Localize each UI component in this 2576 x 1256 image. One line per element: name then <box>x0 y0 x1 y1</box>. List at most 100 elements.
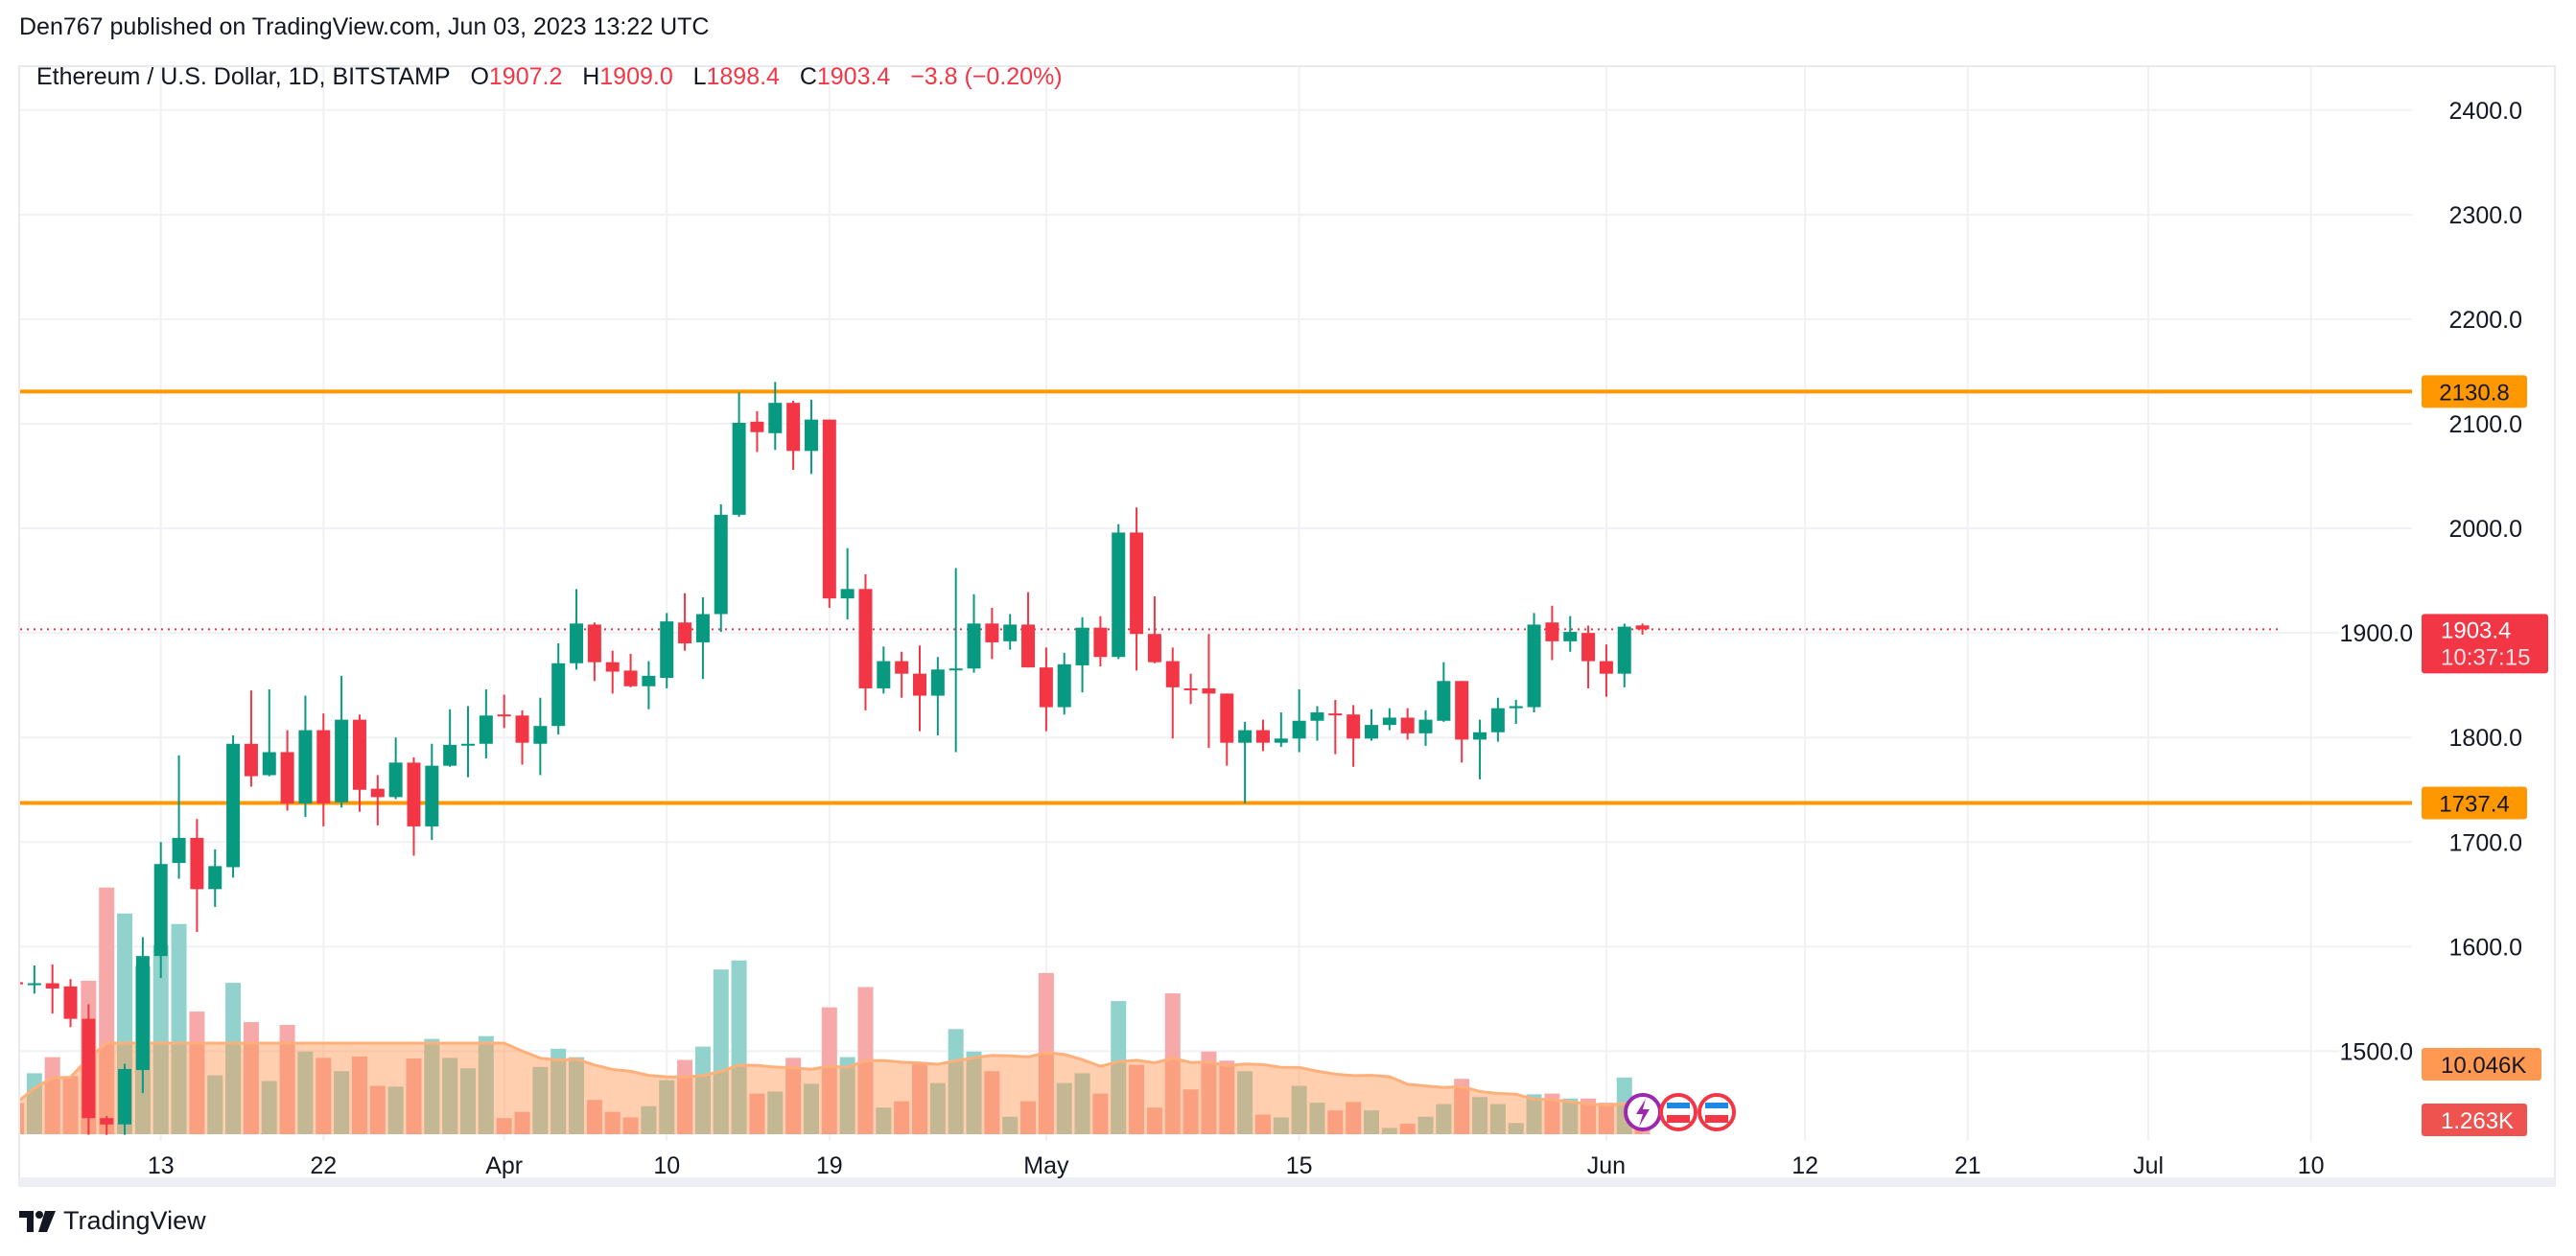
candle <box>1400 708 1415 740</box>
candle-body <box>623 670 638 686</box>
volume-bar <box>1020 1101 1037 1134</box>
symbol-legend[interactable]: Ethereum / U.S. Dollar, 1D, BITSTAMP O 19… <box>36 63 1063 91</box>
candle-body <box>660 621 674 679</box>
candle-body <box>1238 730 1253 743</box>
candle <box>45 964 59 1014</box>
candle <box>20 982 23 985</box>
candle-body <box>388 762 403 798</box>
us-flag-icon[interactable] <box>1698 1093 1736 1131</box>
candle-body <box>840 589 855 599</box>
candle <box>1365 709 1378 741</box>
candle <box>840 547 855 619</box>
level-badge-1737-text: 1737.4 <box>2439 791 2509 817</box>
candle <box>695 597 710 680</box>
volume-bar <box>152 944 169 1134</box>
volume-bar <box>1417 1116 1434 1134</box>
price-axis[interactable]: 1500.0 1600.0 1700.0 1800.0 1900.0 2000.0 2100… <box>2337 98 2522 1069</box>
candle <box>280 730 294 811</box>
candle <box>135 937 150 1094</box>
volume-bar <box>839 1057 855 1134</box>
candle-body <box>533 726 548 744</box>
volume-bar <box>20 1103 24 1134</box>
candle <box>1509 699 1523 725</box>
last-price-text: 1903.4 <box>2441 617 2511 643</box>
candle <box>1599 644 1613 697</box>
candle <box>877 646 891 694</box>
candle-body <box>1183 687 1198 690</box>
candle-body <box>551 663 566 727</box>
symbol-name[interactable]: Ethereum / U.S. Dollar, 1D, BITSTAMP <box>36 63 451 90</box>
time-tick-label: 21 <box>1955 1152 1981 1179</box>
volume-bar <box>876 1107 892 1134</box>
candle-body <box>208 866 222 890</box>
candle <box>100 1116 114 1135</box>
time-axis[interactable]: 13 22 Apr 10 19 May 15 Jun 12 21 Jul 10 <box>148 1152 2325 1179</box>
candle <box>1021 592 1036 668</box>
candle-body <box>985 623 999 642</box>
candle-body <box>1437 681 1451 721</box>
candle <box>895 651 909 698</box>
candle-body <box>695 614 710 642</box>
candle <box>1617 623 1631 687</box>
candle <box>1039 647 1053 732</box>
candle <box>479 689 493 759</box>
candle <box>226 735 241 878</box>
high-label: H <box>582 63 600 90</box>
candle-body <box>1473 732 1487 740</box>
price-tick-label: 2000.0 <box>2449 516 2522 543</box>
volume-bar <box>1254 1114 1271 1134</box>
candle <box>1473 719 1487 779</box>
candle-body <box>1202 687 1216 694</box>
volume-bar <box>1327 1110 1344 1134</box>
candle-body <box>27 983 41 986</box>
volume-bar <box>1002 1116 1019 1134</box>
candle <box>298 695 313 818</box>
candle-body <box>1112 532 1126 658</box>
volume-bar <box>297 1051 314 1134</box>
price-tick-label: 2400.0 <box>2449 98 2522 125</box>
volume-bar <box>1381 1128 1397 1134</box>
price-tick-label: 1600.0 <box>2449 934 2522 961</box>
axis-badges: 2130.8 1737.4 1903.4 10:37:15 10.046K 1.… <box>2422 375 2548 1136</box>
footer: TradingView <box>19 1206 206 1236</box>
candle <box>118 1063 132 1135</box>
candle <box>335 675 349 808</box>
us-flag-icon[interactable] <box>1659 1093 1698 1131</box>
candle <box>913 645 926 732</box>
high-value: 1909.0 <box>599 63 673 90</box>
candle-body <box>443 744 457 766</box>
time-tick-label: May <box>1023 1152 1069 1179</box>
volume-bar <box>351 1056 367 1134</box>
candle <box>1328 699 1343 755</box>
candle-body <box>1021 624 1036 668</box>
candle <box>822 419 836 608</box>
candle <box>804 399 818 475</box>
time-tick-label: Jul <box>2133 1152 2164 1179</box>
candle-body <box>1147 634 1161 663</box>
lightning-icon[interactable] <box>1624 1093 1662 1131</box>
candle-body <box>45 983 59 989</box>
time-tick-label: Jun <box>1587 1152 1626 1179</box>
open-label: O <box>470 63 489 90</box>
candle <box>407 756 421 856</box>
candle <box>82 1004 96 1135</box>
volume-bar <box>912 1062 927 1134</box>
event-markers[interactable] <box>1624 1093 1736 1131</box>
candle-body <box>461 743 475 746</box>
candle <box>1165 647 1180 739</box>
candle <box>1437 662 1451 722</box>
close-label: C <box>799 63 817 90</box>
candle-body <box>407 762 421 826</box>
candle <box>660 613 674 688</box>
horizontal-levels[interactable] <box>20 389 2412 805</box>
candle <box>570 589 584 670</box>
chart-pane[interactable] <box>18 65 2556 1187</box>
candle <box>1563 616 1578 652</box>
candle <box>515 709 529 765</box>
candle-body <box>1365 725 1378 739</box>
volume-bar <box>821 1007 837 1134</box>
candle-body <box>244 743 258 777</box>
candle <box>714 503 728 633</box>
bar-countdown-text: 10:37:15 <box>2441 644 2530 670</box>
